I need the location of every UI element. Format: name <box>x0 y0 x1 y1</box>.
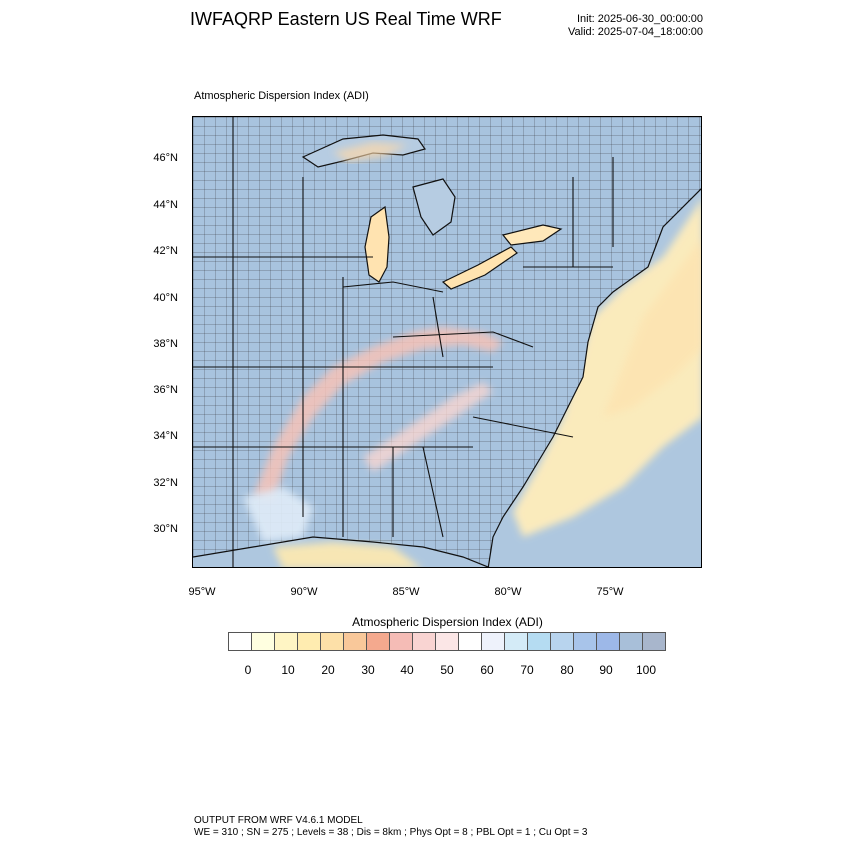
map-subtitle: Atmospheric Dispersion Index (ADI) <box>194 90 369 102</box>
lat-label-46n: 46°N <box>153 152 178 164</box>
colorbar-label: 100 <box>635 663 657 677</box>
lat-label-36n: 36°N <box>153 384 178 396</box>
lake-michigan <box>364 205 390 283</box>
colorbar-swatch <box>620 633 643 650</box>
atlantic-adi-plume <box>513 200 701 537</box>
colorbar-swatch <box>643 633 665 650</box>
lat-label-44n: 44°N <box>153 199 178 211</box>
colorbar-title: Atmospheric Dispersion Index (ADI) <box>352 615 543 629</box>
lat-label-34n: 34°N <box>153 430 178 442</box>
colorbar-swatch <box>298 633 321 650</box>
lat-label-32n: 32°N <box>153 477 178 489</box>
lat-label-42n: 42°N <box>153 245 178 257</box>
colorbar-label: 70 <box>520 663 534 677</box>
colorbar-swatch <box>505 633 528 650</box>
model-info-line2: WE = 310 ; SN = 275 ; Levels = 38 ; Dis … <box>194 827 588 838</box>
colorbar-swatch <box>413 633 436 650</box>
lon-label-95w: 95°W <box>188 586 216 598</box>
colorbar-swatch <box>459 633 482 650</box>
lon-label-90w: 90°W <box>290 586 318 598</box>
colorbar-swatch <box>574 633 597 650</box>
colorbar-label: 60 <box>480 663 494 677</box>
colorbar-swatch <box>321 633 344 650</box>
adi-band-east <box>363 382 493 472</box>
colorbar-label: 30 <box>361 663 375 677</box>
colorbar-label: 90 <box>599 663 613 677</box>
lon-label-85w: 85°W <box>392 586 420 598</box>
colorbar-swatch <box>551 633 574 650</box>
colorbar-swatch <box>528 633 551 650</box>
valid-time: Valid: 2025-07-04_18:00:00 <box>568 26 703 38</box>
colorbar-label: 50 <box>440 663 454 677</box>
init-time: Init: 2025-06-30_00:00:00 <box>577 13 703 25</box>
gulf-coastline <box>193 536 490 567</box>
colorbar <box>228 632 666 651</box>
colorbar-label: 80 <box>560 663 574 677</box>
lat-label-30n: 30°N <box>153 523 178 535</box>
lon-label-75w: 75°W <box>596 586 624 598</box>
lon-label-80w: 80°W <box>494 586 522 598</box>
lake-huron <box>412 178 456 236</box>
gulf-warm-patch <box>273 542 421 567</box>
colorbar-swatch <box>275 633 298 650</box>
state-boundaries <box>193 117 614 567</box>
colorbar-label: 20 <box>321 663 335 677</box>
colorbar-swatch <box>344 633 367 650</box>
lake-ontario <box>501 224 563 246</box>
colorbar-swatch <box>252 633 275 650</box>
atlantic-adi-plume-core <box>603 239 701 417</box>
map-canvas <box>193 117 701 567</box>
colorbar-swatch <box>367 633 390 650</box>
coastline <box>487 188 701 567</box>
adi-light-patch <box>243 487 313 542</box>
colorbar-label: 10 <box>281 663 295 677</box>
model-info-line1: OUTPUT FROM WRF V4.6.1 MODEL <box>194 815 363 826</box>
lake-erie <box>441 246 518 290</box>
colorbar-swatch <box>482 633 505 650</box>
colorbar-swatch <box>390 633 413 650</box>
colorbar-label: 40 <box>400 663 414 677</box>
page-title: IWFAQRP Eastern US Real Time WRF <box>190 9 502 29</box>
lat-label-40n: 40°N <box>153 292 178 304</box>
colorbar-label: 0 <box>244 663 252 677</box>
lat-label-38n: 38°N <box>153 338 178 350</box>
map-panel <box>192 116 702 568</box>
colorbar-swatch <box>229 633 252 650</box>
colorbar-swatch <box>597 633 620 650</box>
colorbar-swatch <box>436 633 459 650</box>
lake-superior-warm <box>333 142 408 162</box>
